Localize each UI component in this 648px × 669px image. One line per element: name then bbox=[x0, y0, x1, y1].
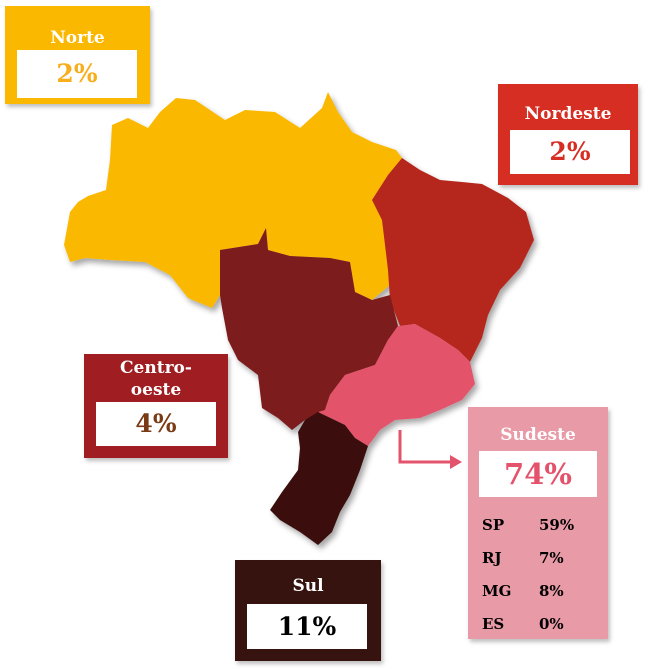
sudeste-box: Sudeste 74% SP 59% RJ 7% MG 8% ES 0% bbox=[468, 407, 608, 639]
sudeste-arrow bbox=[398, 430, 452, 464]
region-centro-oeste-shape bbox=[220, 228, 398, 430]
region-sudeste-shape bbox=[318, 324, 475, 446]
sul-box: Sul 11% bbox=[235, 560, 381, 661]
state-row-sp: SP 59% bbox=[482, 515, 592, 535]
norte-box: Norte 2% bbox=[5, 6, 150, 104]
centro-oeste-label: Centro- oeste bbox=[84, 357, 228, 401]
norte-label: Norte bbox=[50, 28, 105, 48]
sul-percentage: 11% bbox=[247, 604, 367, 649]
region-sul-shape bbox=[270, 412, 368, 545]
state-row-rj: RJ 7% bbox=[482, 548, 592, 568]
nordeste-percentage: 2% bbox=[510, 130, 630, 174]
nordeste-label: Nordeste bbox=[524, 104, 612, 124]
state-code: ES bbox=[482, 615, 505, 633]
region-norte-shape bbox=[64, 92, 402, 308]
state-code: SP bbox=[482, 516, 505, 534]
state-percentage: 7% bbox=[539, 549, 564, 567]
state-code: RJ bbox=[482, 549, 502, 567]
sudeste-percentage: 74% bbox=[479, 451, 597, 497]
state-percentage: 8% bbox=[539, 582, 564, 600]
state-code: MG bbox=[482, 582, 512, 600]
nordeste-box: Nordeste 2% bbox=[498, 84, 638, 185]
centro-oeste-box: Centro- oeste 4% bbox=[84, 354, 228, 458]
sudeste-arrow-head bbox=[450, 455, 462, 469]
sudeste-label: Sudeste bbox=[500, 425, 576, 445]
state-percentage: 0% bbox=[539, 615, 564, 633]
centro-oeste-percentage: 4% bbox=[96, 402, 216, 446]
region-nordeste-shape bbox=[372, 158, 534, 362]
state-row-mg: MG 8% bbox=[482, 581, 592, 601]
state-row-es: ES 0% bbox=[482, 614, 592, 634]
centro-oeste-label-line2: oeste bbox=[130, 380, 182, 400]
centro-oeste-label-line1: Centro- bbox=[120, 358, 192, 378]
sul-label: Sul bbox=[292, 576, 324, 596]
state-percentage: 59% bbox=[539, 516, 575, 534]
norte-percentage: 2% bbox=[17, 50, 137, 98]
